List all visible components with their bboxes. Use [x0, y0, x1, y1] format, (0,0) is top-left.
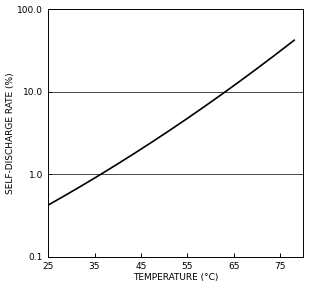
- X-axis label: TEMPERATURE (°C): TEMPERATURE (°C): [133, 273, 218, 283]
- Y-axis label: SELF-DISCHARGE RATE (%): SELF-DISCHARGE RATE (%): [6, 72, 15, 194]
